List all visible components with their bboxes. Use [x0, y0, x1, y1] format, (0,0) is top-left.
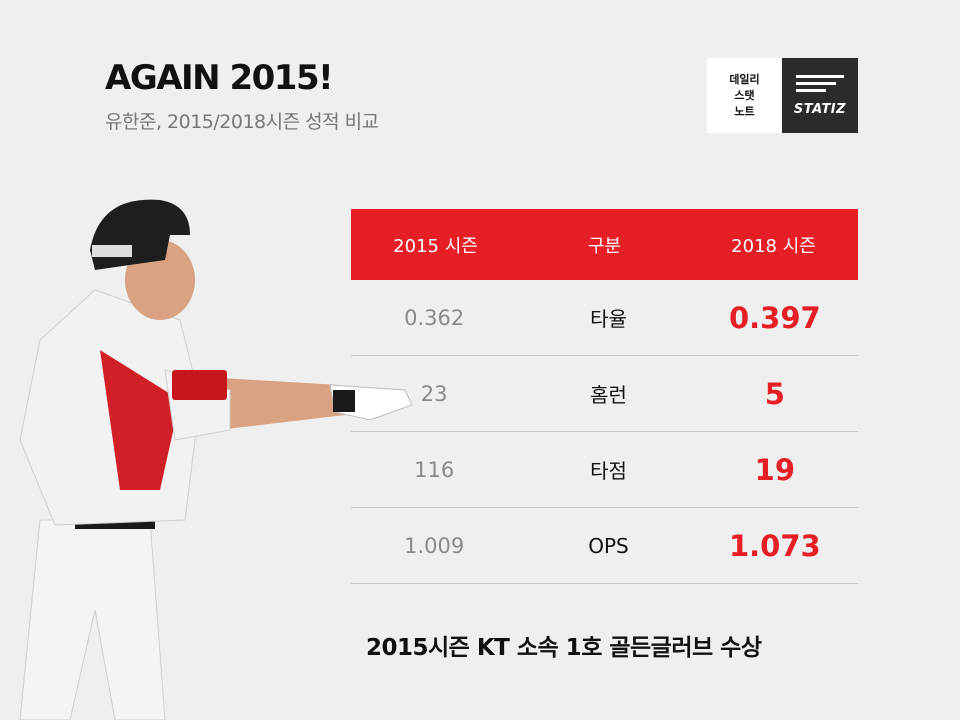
table-row: 1.009 OPS 1.073 [351, 508, 858, 584]
value-2018: 0.397 [728, 300, 821, 335]
value-2015: 1.009 [404, 533, 465, 558]
page-subtitle: 유한준, 2015/2018시즌 성적 비교 [105, 111, 379, 133]
value-2018: 19 [754, 452, 795, 487]
table-row: 23 홈런 5 [351, 356, 858, 432]
value-2015: 116 [414, 457, 455, 482]
brand-name: STATIZ [793, 101, 847, 117]
value-2015: 0.362 [404, 305, 465, 330]
stat-label: 홈런 [590, 383, 627, 407]
value-2018: 5 [764, 376, 785, 411]
value-2015: 23 [420, 381, 448, 406]
table-row: 116 타점 19 [351, 432, 858, 508]
logo-line-2: 스탯 [734, 88, 755, 102]
footer-caption: 2015시즌 KT 소속 1호 골든글러브 수상 [366, 635, 762, 661]
logo-line-3: 노트 [734, 104, 755, 118]
baseball-player-image [19, 199, 413, 720]
statiz-brand-logo: STATIZ [782, 58, 858, 133]
value-2018: 1.073 [728, 528, 821, 563]
stat-label: 타율 [590, 307, 627, 331]
logo-line-1: 데일리 [729, 72, 760, 86]
stats-comparison-table: 2015 시즌 구분 2018 시즌 0.362 타율 0.397 23 홈런 … [351, 209, 858, 584]
daily-stat-note-logo: 데일리 스탯 노트 [707, 58, 782, 133]
header-2018-season: 2018 시즌 [731, 235, 816, 257]
header-2015-season: 2015 시즌 [393, 235, 478, 257]
speed-lines-icon [796, 74, 844, 96]
page-title: AGAIN 2015! [105, 58, 334, 98]
stat-label: 타점 [590, 459, 627, 483]
header-category: 구분 [587, 235, 622, 257]
statiz-logo: 데일리 스탯 노트 STATIZ [707, 58, 858, 133]
table-header: 2015 시즌 구분 2018 시즌 [351, 209, 858, 280]
stat-label: OPS [588, 533, 629, 558]
table-row: 0.362 타율 0.397 [351, 280, 858, 356]
